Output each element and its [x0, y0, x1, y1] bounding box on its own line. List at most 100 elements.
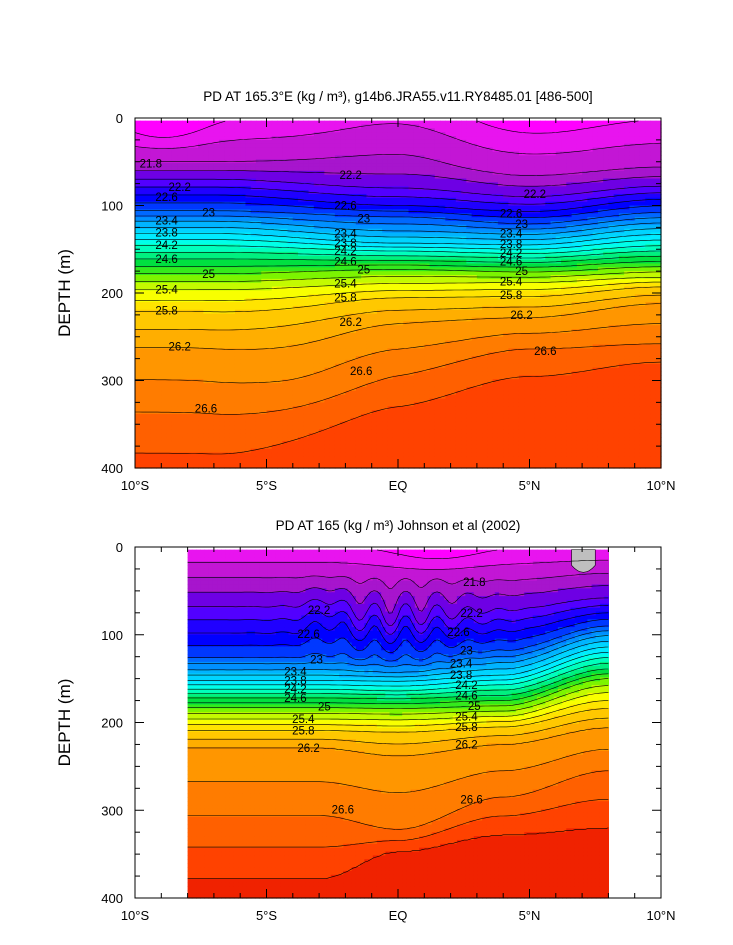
panel-model: PD AT 165.3°E (kg / m³), g14b6.JRA55.v11… [55, 89, 676, 493]
field-cell [156, 120, 162, 126]
field-cell [145, 305, 152, 311]
field-cell [203, 209, 210, 214]
field-cell [203, 398, 210, 403]
field-cell [403, 348, 410, 353]
field-cell [145, 182, 152, 187]
field-cell [203, 263, 210, 268]
field-cell [376, 286, 383, 292]
field-cell [250, 379, 257, 384]
field-cell [387, 398, 394, 403]
field-cell [213, 456, 220, 461]
field-cell [329, 386, 336, 392]
field-cell [192, 193, 199, 199]
field-cell [292, 448, 299, 454]
field-cell [234, 139, 241, 145]
field-cell [177, 282, 183, 288]
field-cell [319, 329, 325, 334]
field-cell [261, 236, 268, 241]
field-cell [271, 163, 278, 168]
field-cell [413, 460, 420, 465]
field-cell [208, 332, 215, 338]
field-cell [387, 344, 394, 349]
field-cell [371, 255, 378, 261]
field-cell [313, 359, 320, 365]
field-cell [419, 182, 425, 187]
field-cell [371, 317, 378, 322]
field-cell [376, 209, 383, 214]
field-cell [403, 205, 410, 210]
field-cell [392, 255, 399, 261]
field-cell [345, 236, 352, 241]
field-cell [376, 278, 383, 284]
field-cell [329, 240, 336, 245]
field-cell [419, 132, 425, 137]
field-cell [382, 440, 389, 446]
field-cell [345, 421, 352, 427]
field-cell [140, 286, 147, 292]
field-cell [345, 448, 352, 454]
field-cell [361, 340, 368, 346]
field-cell [240, 410, 247, 415]
field-cell [303, 329, 310, 334]
field-cell [192, 228, 199, 234]
field-cell [387, 143, 394, 149]
field-cell [245, 290, 252, 295]
field-cell [282, 398, 289, 403]
field-cell [150, 124, 157, 129]
field-cell [403, 440, 410, 446]
field-cell [371, 190, 378, 195]
field-cell [292, 410, 299, 415]
field-cell [403, 390, 410, 396]
field-cell [219, 236, 226, 241]
field-cell [350, 197, 357, 203]
field-cell [177, 143, 183, 149]
field-cell [240, 433, 247, 438]
field-cell [192, 305, 199, 311]
field-cell [166, 170, 173, 176]
field-cell [403, 309, 410, 315]
field-cell [403, 124, 410, 129]
field-cell [224, 363, 231, 369]
field-cell [324, 429, 331, 434]
field-cell [303, 217, 310, 222]
field-cell [398, 128, 404, 133]
field-cell [313, 143, 320, 149]
field-cell [282, 248, 289, 253]
field-cell [229, 386, 236, 392]
field-cell [229, 398, 236, 403]
field-cell [255, 429, 262, 434]
field-cell [313, 406, 320, 411]
field-cell [371, 151, 378, 156]
field-cell [166, 417, 173, 423]
field-cell [282, 147, 289, 153]
field-cell [245, 386, 252, 392]
field-cell [382, 321, 389, 326]
field-cell [392, 433, 399, 438]
field-cell [308, 155, 315, 160]
field-cell [166, 317, 173, 322]
field-cell [240, 190, 247, 195]
field-cell [413, 178, 420, 183]
field-cell [266, 224, 273, 230]
field-cell [135, 151, 141, 156]
field-cell [250, 220, 257, 226]
field-cell [145, 379, 152, 384]
field-cell [208, 421, 215, 427]
field-cell [177, 402, 183, 407]
field-cell [203, 139, 210, 145]
field-cell [413, 417, 420, 423]
field-cell [376, 356, 383, 361]
field-cell [387, 359, 394, 365]
field-cell [156, 309, 162, 315]
field-cell [329, 448, 336, 454]
field-cell [303, 155, 310, 160]
field-cell [382, 275, 389, 280]
field-cell [282, 197, 289, 203]
field-cell [250, 348, 257, 353]
field-cell [229, 166, 236, 172]
field-cell [161, 278, 168, 284]
field-cell [419, 120, 425, 126]
field-cell [145, 255, 152, 261]
field-cell [192, 271, 199, 276]
field-cell [203, 240, 210, 245]
